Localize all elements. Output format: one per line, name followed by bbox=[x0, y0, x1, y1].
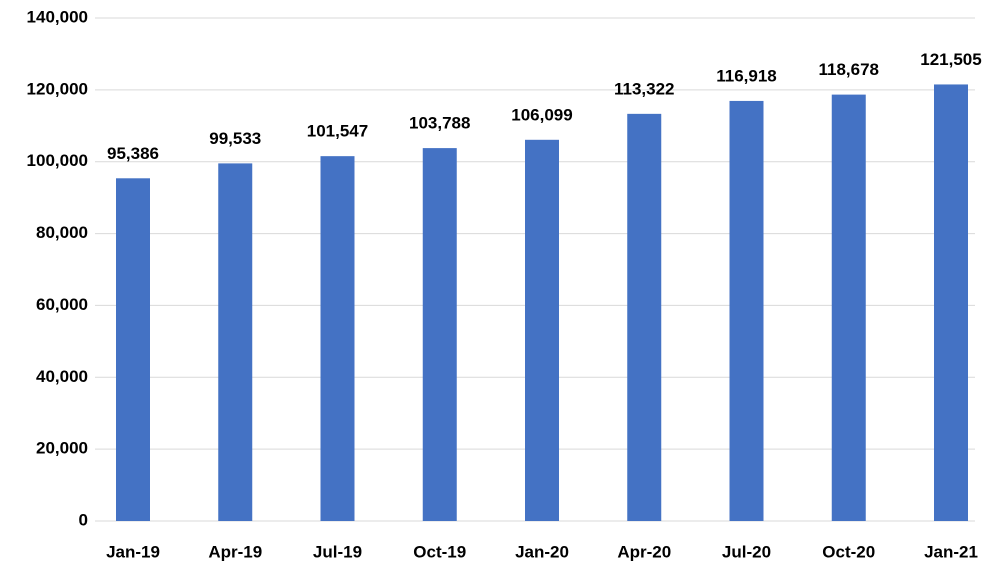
data-label: 116,918 bbox=[716, 66, 777, 85]
data-label: 121,505 bbox=[920, 50, 981, 69]
bar bbox=[934, 84, 968, 521]
y-tick-label: 60,000 bbox=[36, 295, 88, 314]
x-tick-label: Jan-20 bbox=[515, 542, 569, 561]
bar bbox=[218, 163, 253, 521]
x-tick-label: Jul-19 bbox=[313, 542, 362, 561]
bar bbox=[320, 156, 355, 522]
y-tick-label: 0 bbox=[79, 510, 88, 529]
x-tick-label: Oct-20 bbox=[822, 542, 875, 561]
y-tick-label: 120,000 bbox=[27, 79, 88, 98]
x-tick-label: Apr-19 bbox=[208, 542, 262, 561]
bar bbox=[831, 94, 866, 521]
data-label: 99,533 bbox=[209, 129, 261, 148]
data-label: 118,678 bbox=[818, 60, 879, 79]
data-label: 95,386 bbox=[107, 144, 159, 163]
data-label: 113,322 bbox=[614, 79, 675, 98]
y-tick-label: 140,000 bbox=[27, 7, 88, 26]
y-tick-label: 40,000 bbox=[36, 367, 88, 386]
x-tick-label: Apr-20 bbox=[617, 542, 671, 561]
x-tick-label: Oct-19 bbox=[413, 542, 466, 561]
bar bbox=[525, 139, 559, 521]
y-tick-label: 80,000 bbox=[36, 223, 88, 242]
bar bbox=[116, 178, 150, 521]
data-label: 101,547 bbox=[307, 122, 368, 141]
x-tick-label: Jul-20 bbox=[722, 542, 771, 561]
bar bbox=[627, 113, 662, 521]
data-label: 103,788 bbox=[409, 114, 470, 133]
y-tick-label: 100,000 bbox=[27, 151, 88, 170]
data-label: 106,099 bbox=[511, 105, 572, 124]
bar bbox=[729, 100, 764, 521]
bar bbox=[422, 148, 457, 521]
y-tick-label: 20,000 bbox=[36, 439, 88, 458]
x-tick-label: Jan-19 bbox=[106, 542, 160, 561]
x-tick-label: Jan-21 bbox=[924, 542, 978, 561]
